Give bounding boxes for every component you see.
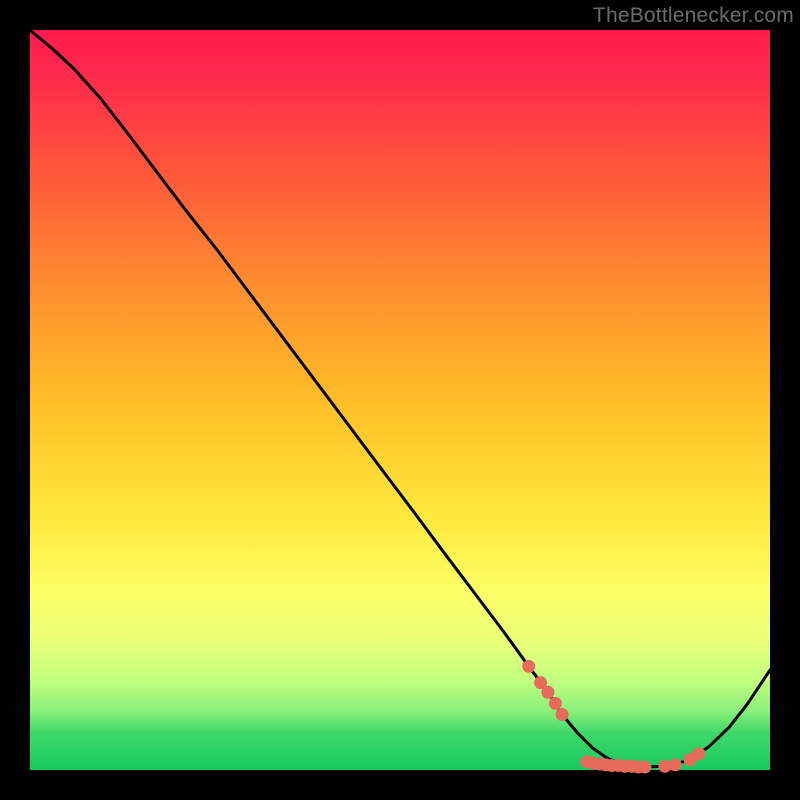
watermark-text: TheBottlenecker.com (593, 4, 794, 28)
data-marker (669, 759, 681, 771)
data-marker (639, 761, 651, 773)
figure-stage: TheBottlenecker.com (0, 0, 800, 800)
plot-area (30, 30, 770, 773)
gradient-background (30, 30, 770, 770)
data-marker (693, 748, 705, 760)
chart-svg (0, 0, 800, 800)
data-marker (556, 709, 568, 721)
data-marker (523, 660, 535, 672)
data-marker (549, 697, 561, 709)
data-marker (542, 686, 554, 698)
